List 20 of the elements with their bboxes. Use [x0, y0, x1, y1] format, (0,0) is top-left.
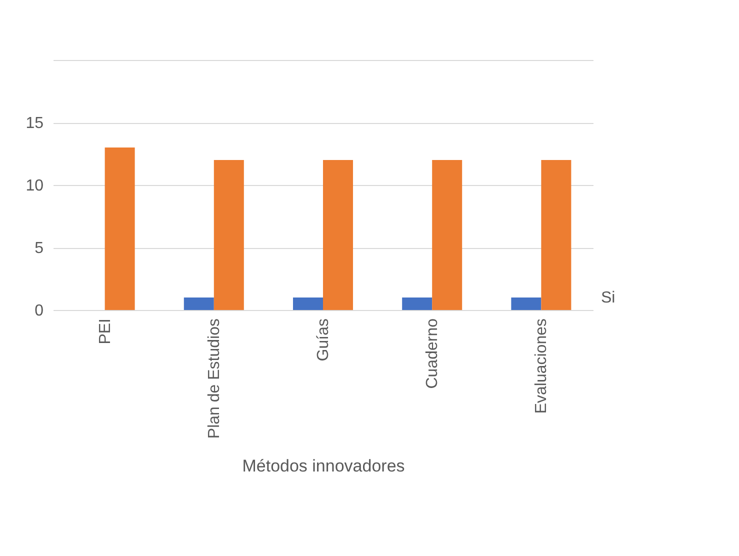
bar	[184, 298, 214, 310]
x-tick-label: Evaluaciones	[533, 318, 550, 414]
x-tick-label: Plan de Estudios	[206, 318, 223, 439]
bar	[402, 298, 432, 310]
y-tick-label: 15	[26, 115, 44, 132]
x-tick-label: Guías	[315, 318, 332, 362]
y-tick-label: 0	[34, 302, 44, 320]
bar	[104, 148, 135, 310]
bar	[323, 160, 353, 310]
y-tick-label: 5	[34, 240, 44, 257]
x-tick-label: Cuaderno	[424, 318, 442, 389]
text: Si	[601, 290, 616, 306]
x-tick-label: PEI	[96, 318, 114, 344]
bar	[432, 160, 462, 310]
bar	[293, 298, 323, 310]
y-tick-label: 10	[26, 178, 44, 194]
bar	[214, 160, 244, 310]
bar	[511, 298, 542, 310]
bar	[541, 160, 572, 310]
x-axis-title: Métodos innovadores	[242, 456, 405, 476]
